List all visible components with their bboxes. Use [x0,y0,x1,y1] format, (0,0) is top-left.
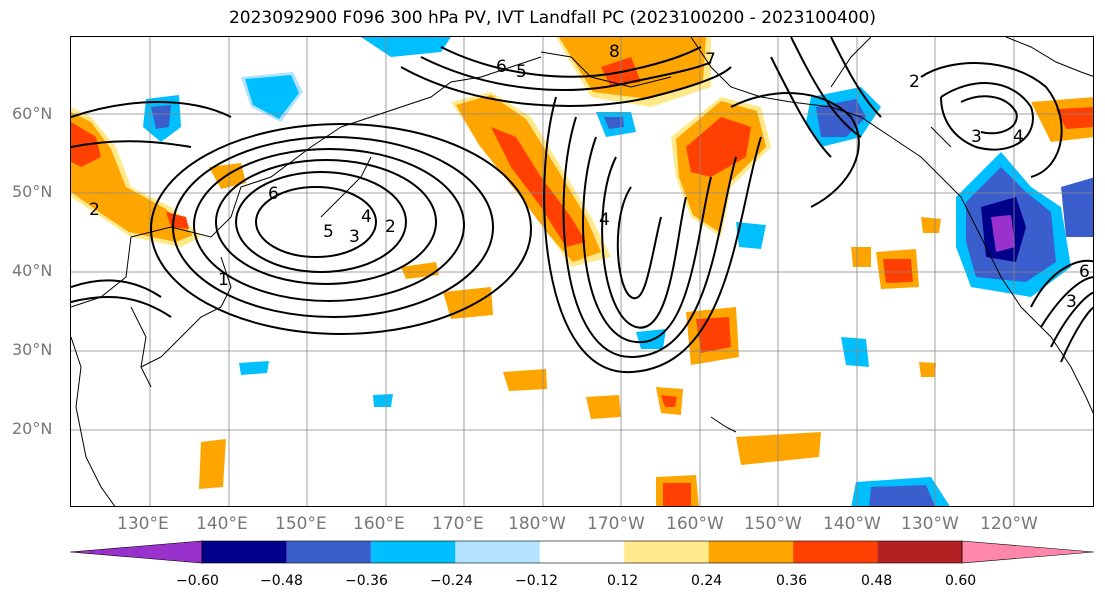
contour-label: 4 [599,210,610,230]
colorbar-segment [877,541,962,563]
colorbar [69,540,1095,564]
graticule [71,37,1093,506]
colorbar-segment [202,541,287,563]
lat-label-60n: 60°N [12,104,53,123]
colorbar-tick: 0.60 [945,573,977,589]
lon-label-170e: 170°E [432,514,484,534]
map-canvas: 6 5 4 3 2 1 6 5 8 7 2 3 4 6 3 2 4 [71,37,1093,506]
colorbar-tick: −0.60 [176,573,219,589]
contour-labels: 6 5 4 3 2 1 6 5 8 7 2 3 4 6 3 2 4 [89,42,1090,312]
colorbar-tick: −0.48 [260,573,303,589]
lat-label-50n: 50°N [12,182,53,201]
lon-label-150e: 150°E [275,514,327,534]
contour-label: 3 [349,227,360,247]
contour-label: 6 [1079,262,1090,282]
colorbar-tick: −0.36 [345,573,388,589]
lat-label-40n: 40°N [12,261,53,280]
contour-label: 8 [609,42,620,62]
pv-shading [71,37,1093,506]
lon-label-160e: 160°E [353,514,405,534]
contour-label: 5 [323,222,334,242]
colorbar-segment [708,541,794,563]
contour-label: 4 [1013,127,1024,147]
contour-label: 3 [971,127,982,147]
contour-label: 2 [385,217,396,237]
colorbar-tick: −0.24 [430,573,473,589]
colorbar-tick: 0.48 [861,573,893,589]
colorbar-segment [370,541,456,563]
colorbar-segment [69,540,203,564]
contour-label: 5 [516,62,527,82]
lat-label-20n: 20°N [12,419,53,438]
lon-label-170w: 170°W [587,514,645,534]
map-panel: 6 5 4 3 2 1 6 5 8 7 2 3 4 6 3 2 4 [70,36,1094,507]
lon-label-160w: 160°W [666,514,724,534]
lon-label-140e: 140°E [196,514,248,534]
colorbar-tick: 0.12 [607,573,639,589]
lon-label-180w: 180°W [508,514,566,534]
lon-label-120w: 120°W [980,514,1038,534]
colorbar-tick: 0.36 [776,573,808,589]
pv-contours [71,37,1093,374]
contour-label: 6 [496,57,507,77]
colorbar-segment [961,540,1095,564]
lon-label-130w: 130°W [901,514,959,534]
colorbar-segment [286,541,371,563]
contour-label: 6 [268,184,279,204]
contour-label: 3 [1066,292,1077,312]
colorbar-segment [539,541,625,563]
contour-label: 7 [705,50,716,70]
colorbar-outline [201,540,963,564]
colorbar-segment [793,541,878,563]
contour-label: 4 [361,207,372,227]
lon-label-140w: 140°W [823,514,881,534]
colorbar-tick: −0.12 [515,573,558,589]
map-title: 2023092900 F096 300 hPa PV, IVT Landfall… [228,8,876,28]
contour-label: 2 [909,72,920,92]
lon-label-130e: 130°E [117,514,169,534]
contour-label: 1 [218,270,229,290]
colorbar-segment [455,541,540,563]
colorbar-tick: 0.24 [691,573,723,589]
lon-label-150w: 150°W [744,514,802,534]
contour-label: 2 [89,200,100,220]
lat-label-30n: 30°N [12,340,53,359]
colorbar-segment [624,541,709,563]
